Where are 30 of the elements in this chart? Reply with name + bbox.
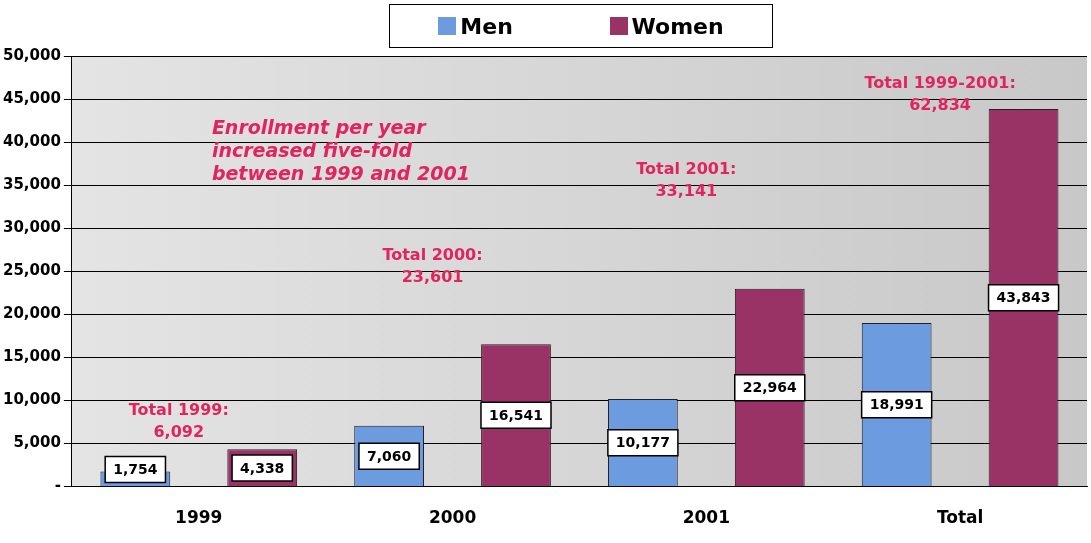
y-tick-label: 20,000 xyxy=(2,304,61,323)
y-tick-label: 15,000 xyxy=(2,347,61,366)
data-label: 1,754 xyxy=(113,461,158,478)
data-label: 4,338 xyxy=(240,459,285,476)
annotation: Total 2000: 23,601 xyxy=(382,244,483,286)
x-tick-label: 1999 xyxy=(175,507,223,528)
y-tick-label: 5,000 xyxy=(13,433,61,452)
x-tick-label: Total xyxy=(936,507,984,528)
y-tick-label: - xyxy=(54,476,61,495)
legend-label: Women xyxy=(631,13,724,39)
annotation: Enrollment per year increased five-fold between 1999 and 2001 xyxy=(211,116,470,185)
data-label: 16,541 xyxy=(488,407,544,424)
y-tick-label: 10,000 xyxy=(2,390,61,409)
y-tick-label: 50,000 xyxy=(2,45,61,64)
annotation: Total 1999-2001: 62,834 xyxy=(864,72,1016,114)
data-label: 18,991 xyxy=(869,396,924,413)
y-tick-label: 40,000 xyxy=(2,132,61,151)
data-label: 43,843 xyxy=(996,289,1051,306)
x-tick-label: 2000 xyxy=(428,507,477,528)
y-tick-label: 25,000 xyxy=(2,261,61,280)
annotation: Total 2001: 33,141 xyxy=(636,158,737,200)
data-label: 22,964 xyxy=(742,379,798,396)
y-tick-label: 30,000 xyxy=(2,218,61,237)
legend-label: Men xyxy=(460,13,513,39)
x-tick-label: 2001 xyxy=(682,507,730,528)
data-label: 7,060 xyxy=(366,447,412,464)
y-tick-label: 45,000 xyxy=(2,88,61,107)
data-label: 10,177 xyxy=(615,434,670,451)
annotation: Total 1999: 6,092 xyxy=(128,399,229,441)
y-tick-label: 35,000 xyxy=(2,175,61,194)
